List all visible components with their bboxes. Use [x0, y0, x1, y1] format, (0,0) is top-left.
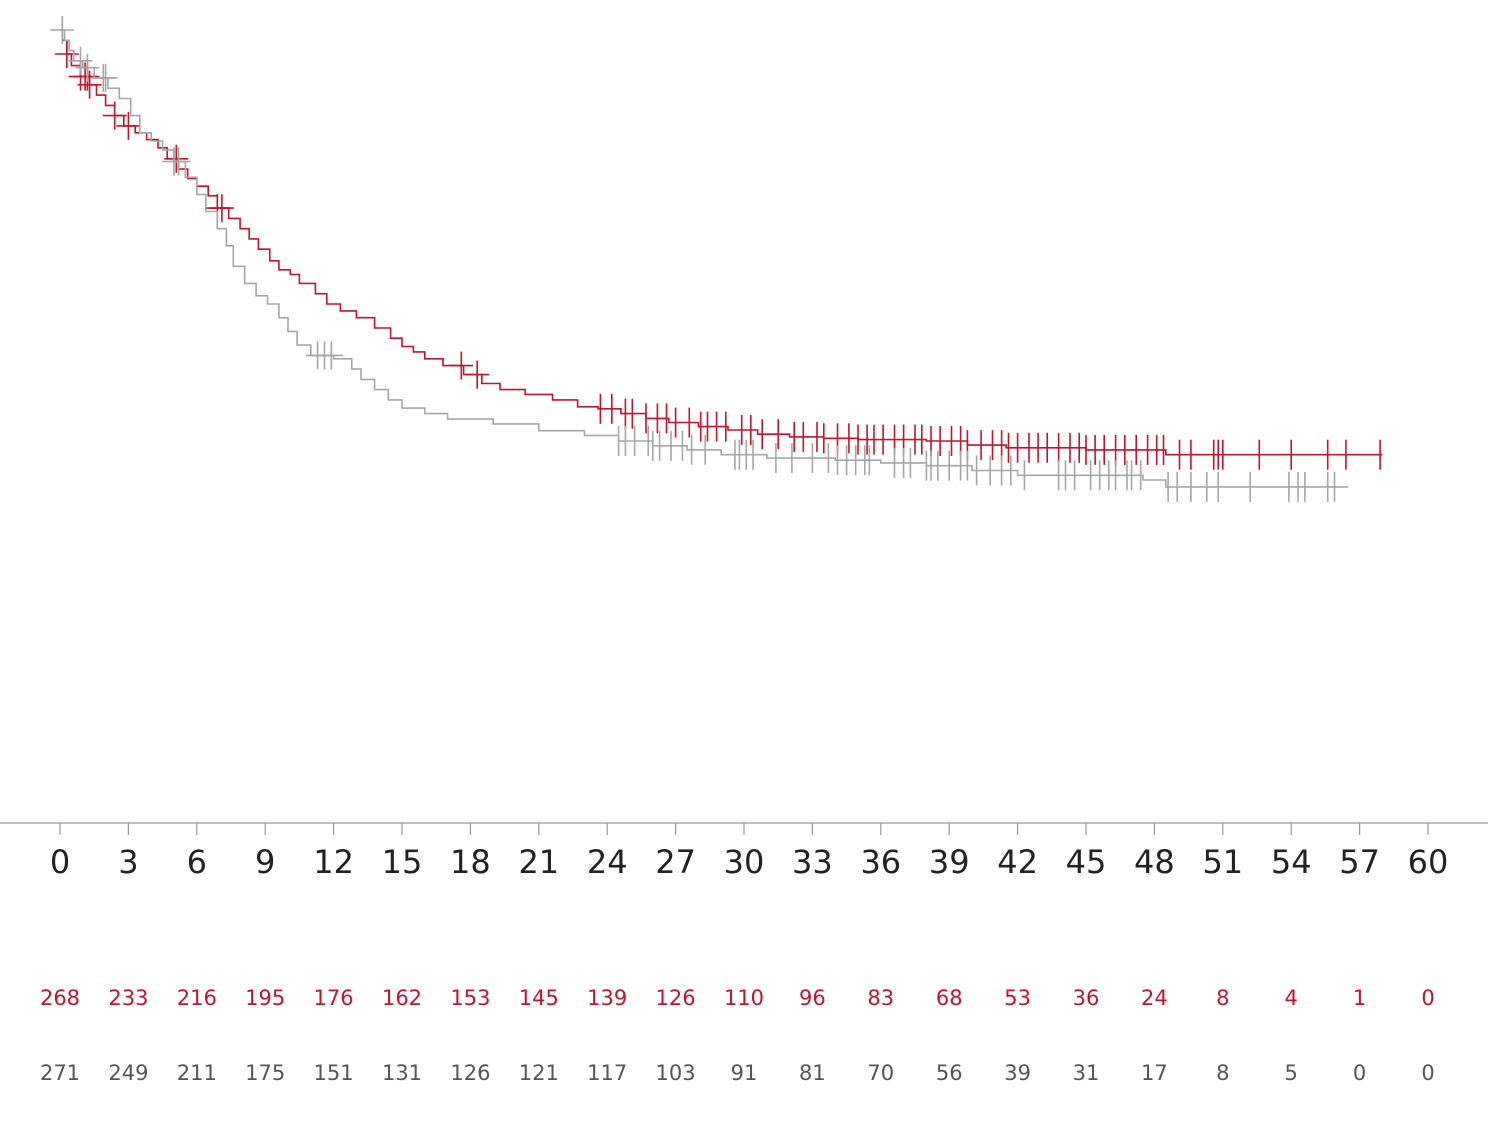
risk-count: 24 [1141, 986, 1168, 1010]
x-tick-label: 3 [118, 843, 138, 881]
censor-mark [102, 101, 127, 130]
risk-count: 96 [799, 986, 826, 1010]
risk-count: 53 [1004, 986, 1031, 1010]
censor-mark [319, 341, 344, 370]
x-tick-label: 18 [450, 843, 491, 881]
x-axis: 0 3 6 9 12 15 18 21 24 27 30 33 36 39 42 45 48 51 54 57 60 [0, 822, 1488, 881]
risk-count: 249 [108, 1061, 148, 1085]
risk-count: 126 [656, 986, 696, 1010]
x-tick-label: 12 [313, 843, 354, 881]
risk-count: 145 [519, 986, 559, 1010]
censor-mark [465, 360, 490, 389]
risk-count: 117 [587, 1061, 627, 1085]
x-tick-label: 45 [1066, 843, 1107, 881]
numbers-at-risk-table: 268 233 216 195 176 162 153 145 139 126 110 96 83 68 5… [40, 986, 1435, 1085]
risk-count: 36 [1073, 986, 1100, 1010]
x-tick-label: 6 [187, 843, 207, 881]
risk-count: 162 [382, 986, 422, 1010]
x-tick-label: 24 [587, 843, 628, 881]
risk-count: 151 [314, 1061, 354, 1085]
risk-count: 153 [450, 986, 490, 1010]
censor-mark [166, 147, 191, 176]
risk-count: 83 [867, 986, 894, 1010]
x-tick-label: 54 [1271, 843, 1312, 881]
censor-mark [164, 144, 189, 173]
risk-count: 268 [40, 986, 80, 1010]
x-tick-label: 9 [255, 843, 275, 881]
censor-mark [54, 40, 79, 68]
risk-count: 0 [1421, 986, 1434, 1010]
series-2 [50, 16, 1349, 502]
risk-count: 8 [1216, 1061, 1229, 1085]
risk-count: 176 [314, 986, 354, 1010]
risk-count: 56 [936, 1061, 963, 1085]
risk-count: 70 [867, 1061, 894, 1085]
risk-row-2: 271 249 211 175 151 131 126 121 117 103 91 81 70 56 39… [40, 1061, 1435, 1085]
survival-curve-2 [60, 29, 1349, 488]
risk-row-1: 268 233 216 195 176 162 153 145 139 126 110 96 83 68 5… [40, 986, 1435, 1010]
risk-count: 271 [40, 1061, 80, 1085]
risk-count: 8 [1216, 986, 1229, 1010]
risk-count: 1 [1353, 986, 1366, 1010]
risk-count: 4 [1285, 986, 1298, 1010]
censor-mark [449, 351, 474, 380]
risk-count: 31 [1073, 1061, 1100, 1085]
risk-count: 126 [450, 1061, 490, 1085]
censor-mark [75, 53, 100, 82]
risk-count: 175 [245, 1061, 285, 1085]
risk-count: 39 [1004, 1061, 1031, 1085]
x-tick-label: 36 [860, 843, 901, 881]
censor-mark [93, 63, 118, 92]
risk-count: 17 [1141, 1061, 1168, 1085]
risk-count: 0 [1353, 1061, 1366, 1085]
survival-curve-1 [60, 29, 1383, 456]
x-tick-label: 27 [655, 843, 696, 881]
risk-count: 103 [656, 1061, 696, 1085]
risk-count: 216 [177, 986, 217, 1010]
risk-count: 91 [731, 1061, 758, 1085]
risk-count: 0 [1421, 1061, 1434, 1085]
risk-count: 195 [245, 986, 285, 1010]
risk-count: 139 [587, 986, 627, 1010]
censor-mark [116, 111, 141, 140]
risk-count: 5 [1285, 1061, 1298, 1085]
risk-count: 121 [519, 1061, 559, 1085]
x-tick-label: 57 [1339, 843, 1380, 881]
risk-count: 211 [177, 1061, 217, 1085]
series-1 [54, 29, 1383, 470]
x-tick-label: 48 [1134, 843, 1175, 881]
x-tick-label: 21 [518, 843, 559, 881]
x-tick-label: 39 [929, 843, 970, 881]
x-tick-label: 33 [792, 843, 833, 881]
censor-mark [77, 70, 102, 99]
risk-count: 110 [724, 986, 764, 1010]
censor-mark [50, 16, 75, 44]
x-tick-label: 0 [50, 843, 70, 881]
censor-mark [68, 46, 93, 75]
x-tick-label: 51 [1202, 843, 1243, 881]
risk-count: 131 [382, 1061, 422, 1085]
censor-mark [209, 194, 234, 223]
x-tick-label: 30 [724, 843, 765, 881]
risk-count: 68 [936, 986, 963, 1010]
x-tick-label: 15 [382, 843, 423, 881]
x-tick-label: 60 [1408, 843, 1449, 881]
x-tick-label: 42 [997, 843, 1038, 881]
series-layer [50, 16, 1383, 502]
risk-count: 233 [108, 986, 148, 1010]
risk-count: 81 [799, 1061, 826, 1085]
